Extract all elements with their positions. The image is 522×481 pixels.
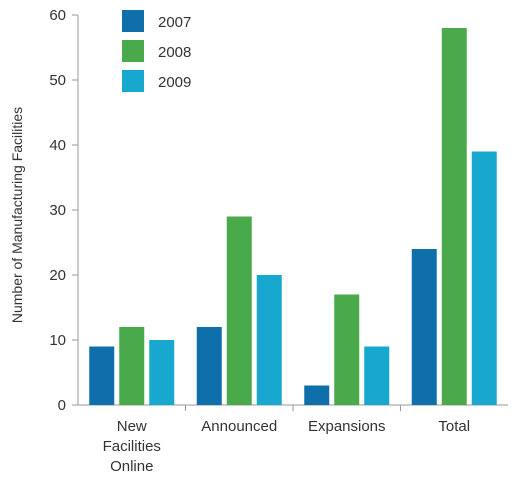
- y-tick-label: 40: [49, 137, 66, 154]
- y-axis-label: Number of Manufacturing Facilities: [9, 107, 25, 323]
- bars: [89, 28, 497, 405]
- bar-2007: [411, 249, 437, 405]
- legend-swatch-2008: [122, 40, 144, 62]
- x-category-label-line: Total: [438, 418, 470, 435]
- x-axis: New Facilities Online Announced Expansions To…: [78, 404, 508, 475]
- legend-swatch-2007: [122, 10, 144, 32]
- bar-2008: [441, 28, 467, 405]
- x-category-label: Announced: [201, 418, 277, 435]
- legend-label: 2009: [158, 74, 191, 91]
- x-category-label: Total: [438, 418, 470, 435]
- legend-label: 2007: [158, 14, 191, 31]
- x-category-label: New Facilities Online: [103, 418, 161, 475]
- y-tick-label: 0: [58, 397, 66, 414]
- x-category-label: Expansions: [308, 418, 386, 435]
- y-axis: 0 10 20 30 40 50 60: [49, 7, 79, 414]
- y-tick-label: 50: [49, 72, 66, 89]
- bar-2009: [149, 340, 175, 405]
- bar-2009: [364, 346, 390, 405]
- bar-2009: [471, 151, 497, 405]
- y-tick-label: 10: [49, 332, 66, 349]
- legend: 2007 2008 2009: [122, 10, 191, 92]
- bar-2008: [226, 216, 252, 405]
- bar-2007: [304, 385, 330, 405]
- bar-2007: [196, 327, 222, 405]
- x-category-label-line: Expansions: [308, 418, 386, 435]
- bar-2007: [89, 346, 115, 405]
- y-tick-label: 60: [49, 7, 66, 24]
- y-tick-label: 30: [49, 202, 66, 219]
- x-category-label-line: Facilities: [103, 438, 161, 455]
- legend-swatch-2009: [122, 70, 144, 92]
- bar-2008: [119, 327, 145, 405]
- bar-2008: [334, 294, 360, 405]
- x-category-label-line: Online: [110, 458, 153, 475]
- bar-2009: [256, 275, 282, 405]
- x-category-label-line: New: [117, 418, 147, 435]
- legend-label: 2008: [158, 44, 191, 61]
- y-tick-label: 20: [49, 267, 66, 284]
- x-category-label-line: Announced: [201, 418, 277, 435]
